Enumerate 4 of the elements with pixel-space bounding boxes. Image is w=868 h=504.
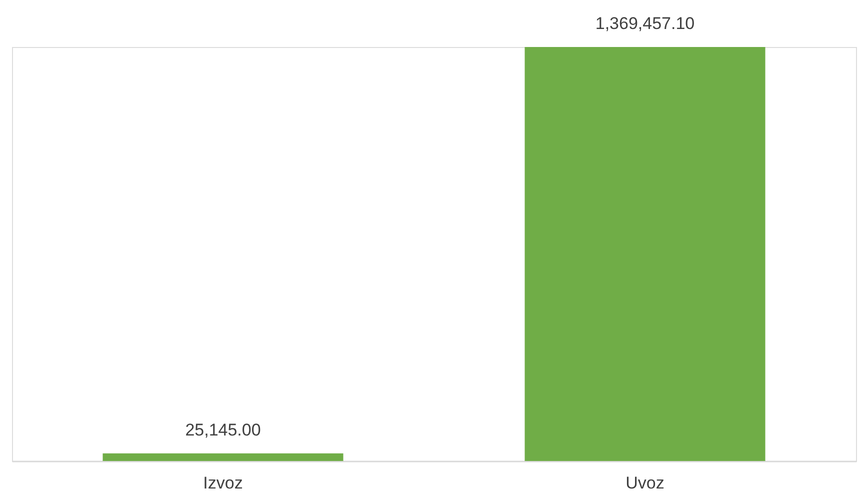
x-tick-label: Izvoz bbox=[203, 474, 243, 492]
data-label: 25,145.00 bbox=[185, 420, 261, 440]
data-label: 1,369,457.10 bbox=[595, 14, 695, 33]
x-tick-label: Uvoz bbox=[626, 474, 664, 492]
